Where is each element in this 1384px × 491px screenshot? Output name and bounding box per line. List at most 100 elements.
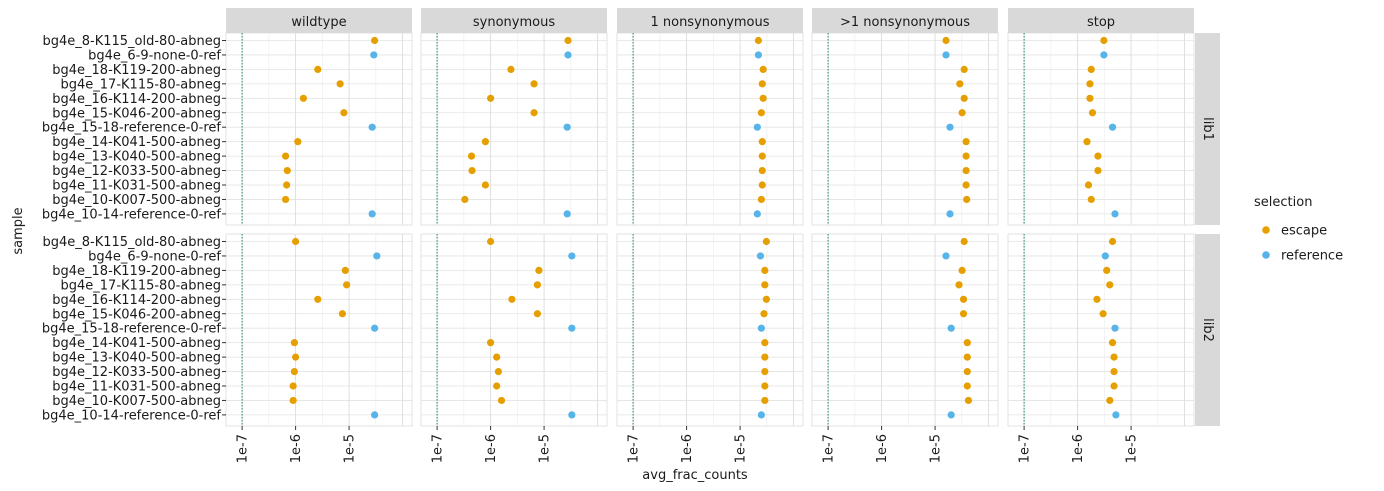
y-tick-label: bg4e_11-K031-500-abneg	[52, 380, 221, 395]
point-escape	[1086, 94, 1094, 102]
point-escape	[964, 396, 973, 405]
point-escape	[761, 382, 769, 390]
point-escape	[758, 152, 766, 160]
point-escape	[533, 310, 542, 318]
point-escape	[963, 382, 971, 390]
point-escape	[962, 166, 970, 175]
point-escape	[530, 80, 538, 88]
point-escape	[1093, 295, 1101, 303]
panel-lib1-1-nonsynonymous	[811, 32, 999, 226]
point-escape	[758, 138, 766, 146]
point-escape	[281, 195, 290, 204]
point-reference	[1101, 252, 1109, 260]
point-reference	[947, 324, 955, 332]
y-tick-label: bg4e_16-K114-200-abneg	[52, 92, 221, 107]
point-escape	[958, 266, 966, 274]
legend-label: escape	[1281, 224, 1327, 239]
point-escape	[761, 396, 769, 405]
point-escape	[963, 353, 971, 361]
point-escape	[1106, 396, 1114, 405]
panel-lib2-1-nonsynonymous	[616, 233, 804, 427]
point-escape	[530, 109, 538, 117]
y-tick-label: bg4e_17-K115-80-abneg	[61, 278, 221, 293]
point-escape	[759, 94, 767, 102]
strip-background	[812, 8, 998, 33]
point-escape	[759, 65, 767, 73]
row-strip-lib1: lib1	[1195, 33, 1220, 225]
column-strip-label: stop	[1087, 15, 1115, 30]
point-escape	[467, 152, 476, 160]
point-reference	[568, 252, 576, 260]
point-escape	[1100, 36, 1108, 45]
point-reference	[563, 210, 571, 218]
point-escape	[486, 339, 495, 347]
point-escape	[959, 295, 968, 303]
y-tick-label: bg4e_15-18-reference-0-ref	[42, 121, 222, 136]
point-escape	[1086, 80, 1094, 88]
y-tick-label: bg4e_13-K040-500-abneg	[52, 351, 221, 366]
point-escape	[497, 396, 506, 405]
x-tick-label: 1e-5	[343, 434, 358, 463]
point-escape	[1108, 237, 1117, 246]
point-escape	[1083, 138, 1091, 146]
y-tick-label: bg4e_8-K115_old-80-abneg	[42, 235, 221, 250]
grid-layer	[225, 32, 1195, 427]
x-tick-label: 1e-7	[431, 434, 446, 463]
point-escape	[290, 339, 299, 347]
point-escape	[757, 195, 765, 204]
reference-line-layer	[241, 33, 1025, 426]
point-escape	[762, 295, 770, 303]
point-escape	[757, 109, 765, 117]
point-reference	[757, 324, 765, 332]
x-tick-label: 1e-5	[538, 434, 553, 463]
point-escape	[281, 152, 290, 160]
point-reference	[371, 324, 379, 332]
point-escape	[290, 367, 299, 376]
point-escape	[493, 353, 501, 361]
y-tick-label: bg4e_15-18-reference-0-ref	[42, 322, 222, 337]
point-escape	[956, 80, 964, 88]
y-tick-label: bg4e_14-K041-500-abneg	[52, 135, 221, 150]
point-reference	[1112, 411, 1120, 419]
point-escape	[963, 339, 971, 347]
legend-item-reference: reference	[1262, 249, 1343, 264]
y-tick-label: bg4e_14-K041-500-abneg	[52, 336, 221, 351]
point-escape	[289, 396, 297, 405]
x-tick-label: 1e-6	[875, 434, 890, 463]
x-tick-label: 1e-5	[734, 434, 749, 463]
point-escape	[762, 237, 770, 246]
point-escape	[758, 166, 766, 175]
point-reference	[946, 210, 954, 218]
strip-background	[1008, 8, 1194, 33]
point-escape	[754, 36, 763, 45]
point-escape	[338, 310, 347, 318]
panel-lib1-synonymous	[420, 32, 608, 226]
y-tick-label: bg4e_10-K007-500-abneg	[52, 193, 221, 208]
y-tick-label: bg4e_18-K119-200-abneg	[52, 63, 221, 78]
y-tick-label: bg4e_6-9-none-0-ref	[88, 249, 221, 264]
point-escape	[960, 65, 968, 73]
column-strip-1-nonsynonymous: >1 nonsynonymous	[812, 8, 998, 33]
y-tick-label: bg4e_17-K115-80-abneg	[61, 77, 221, 92]
point-escape	[761, 339, 769, 347]
point-escape	[963, 195, 971, 204]
y-tick-label: bg4e_13-K040-500-abneg	[52, 150, 221, 165]
x-tick-label: 1e-7	[1018, 434, 1033, 463]
x-tick-label: 1e-7	[236, 434, 251, 463]
y-tick-label: bg4e_10-K007-500-abneg	[52, 394, 221, 409]
point-reference	[563, 123, 571, 131]
panel-lib1-wildtype	[225, 32, 413, 226]
point-escape	[761, 353, 769, 361]
point-reference	[1111, 324, 1119, 332]
column-strip-stop: stop	[1008, 8, 1194, 33]
point-escape	[508, 295, 516, 303]
column-strip-wildtype: wildtype	[226, 8, 412, 33]
point-escape	[1110, 382, 1118, 390]
point-reference	[368, 210, 376, 218]
point-escape	[294, 138, 302, 146]
point-escape	[1094, 166, 1102, 175]
y-tick-label: bg4e_11-K031-500-abneg	[52, 179, 221, 194]
point-escape	[343, 281, 351, 289]
panel-lib2-synonymous	[420, 233, 608, 427]
x-tick-label: 1e-6	[680, 434, 695, 463]
